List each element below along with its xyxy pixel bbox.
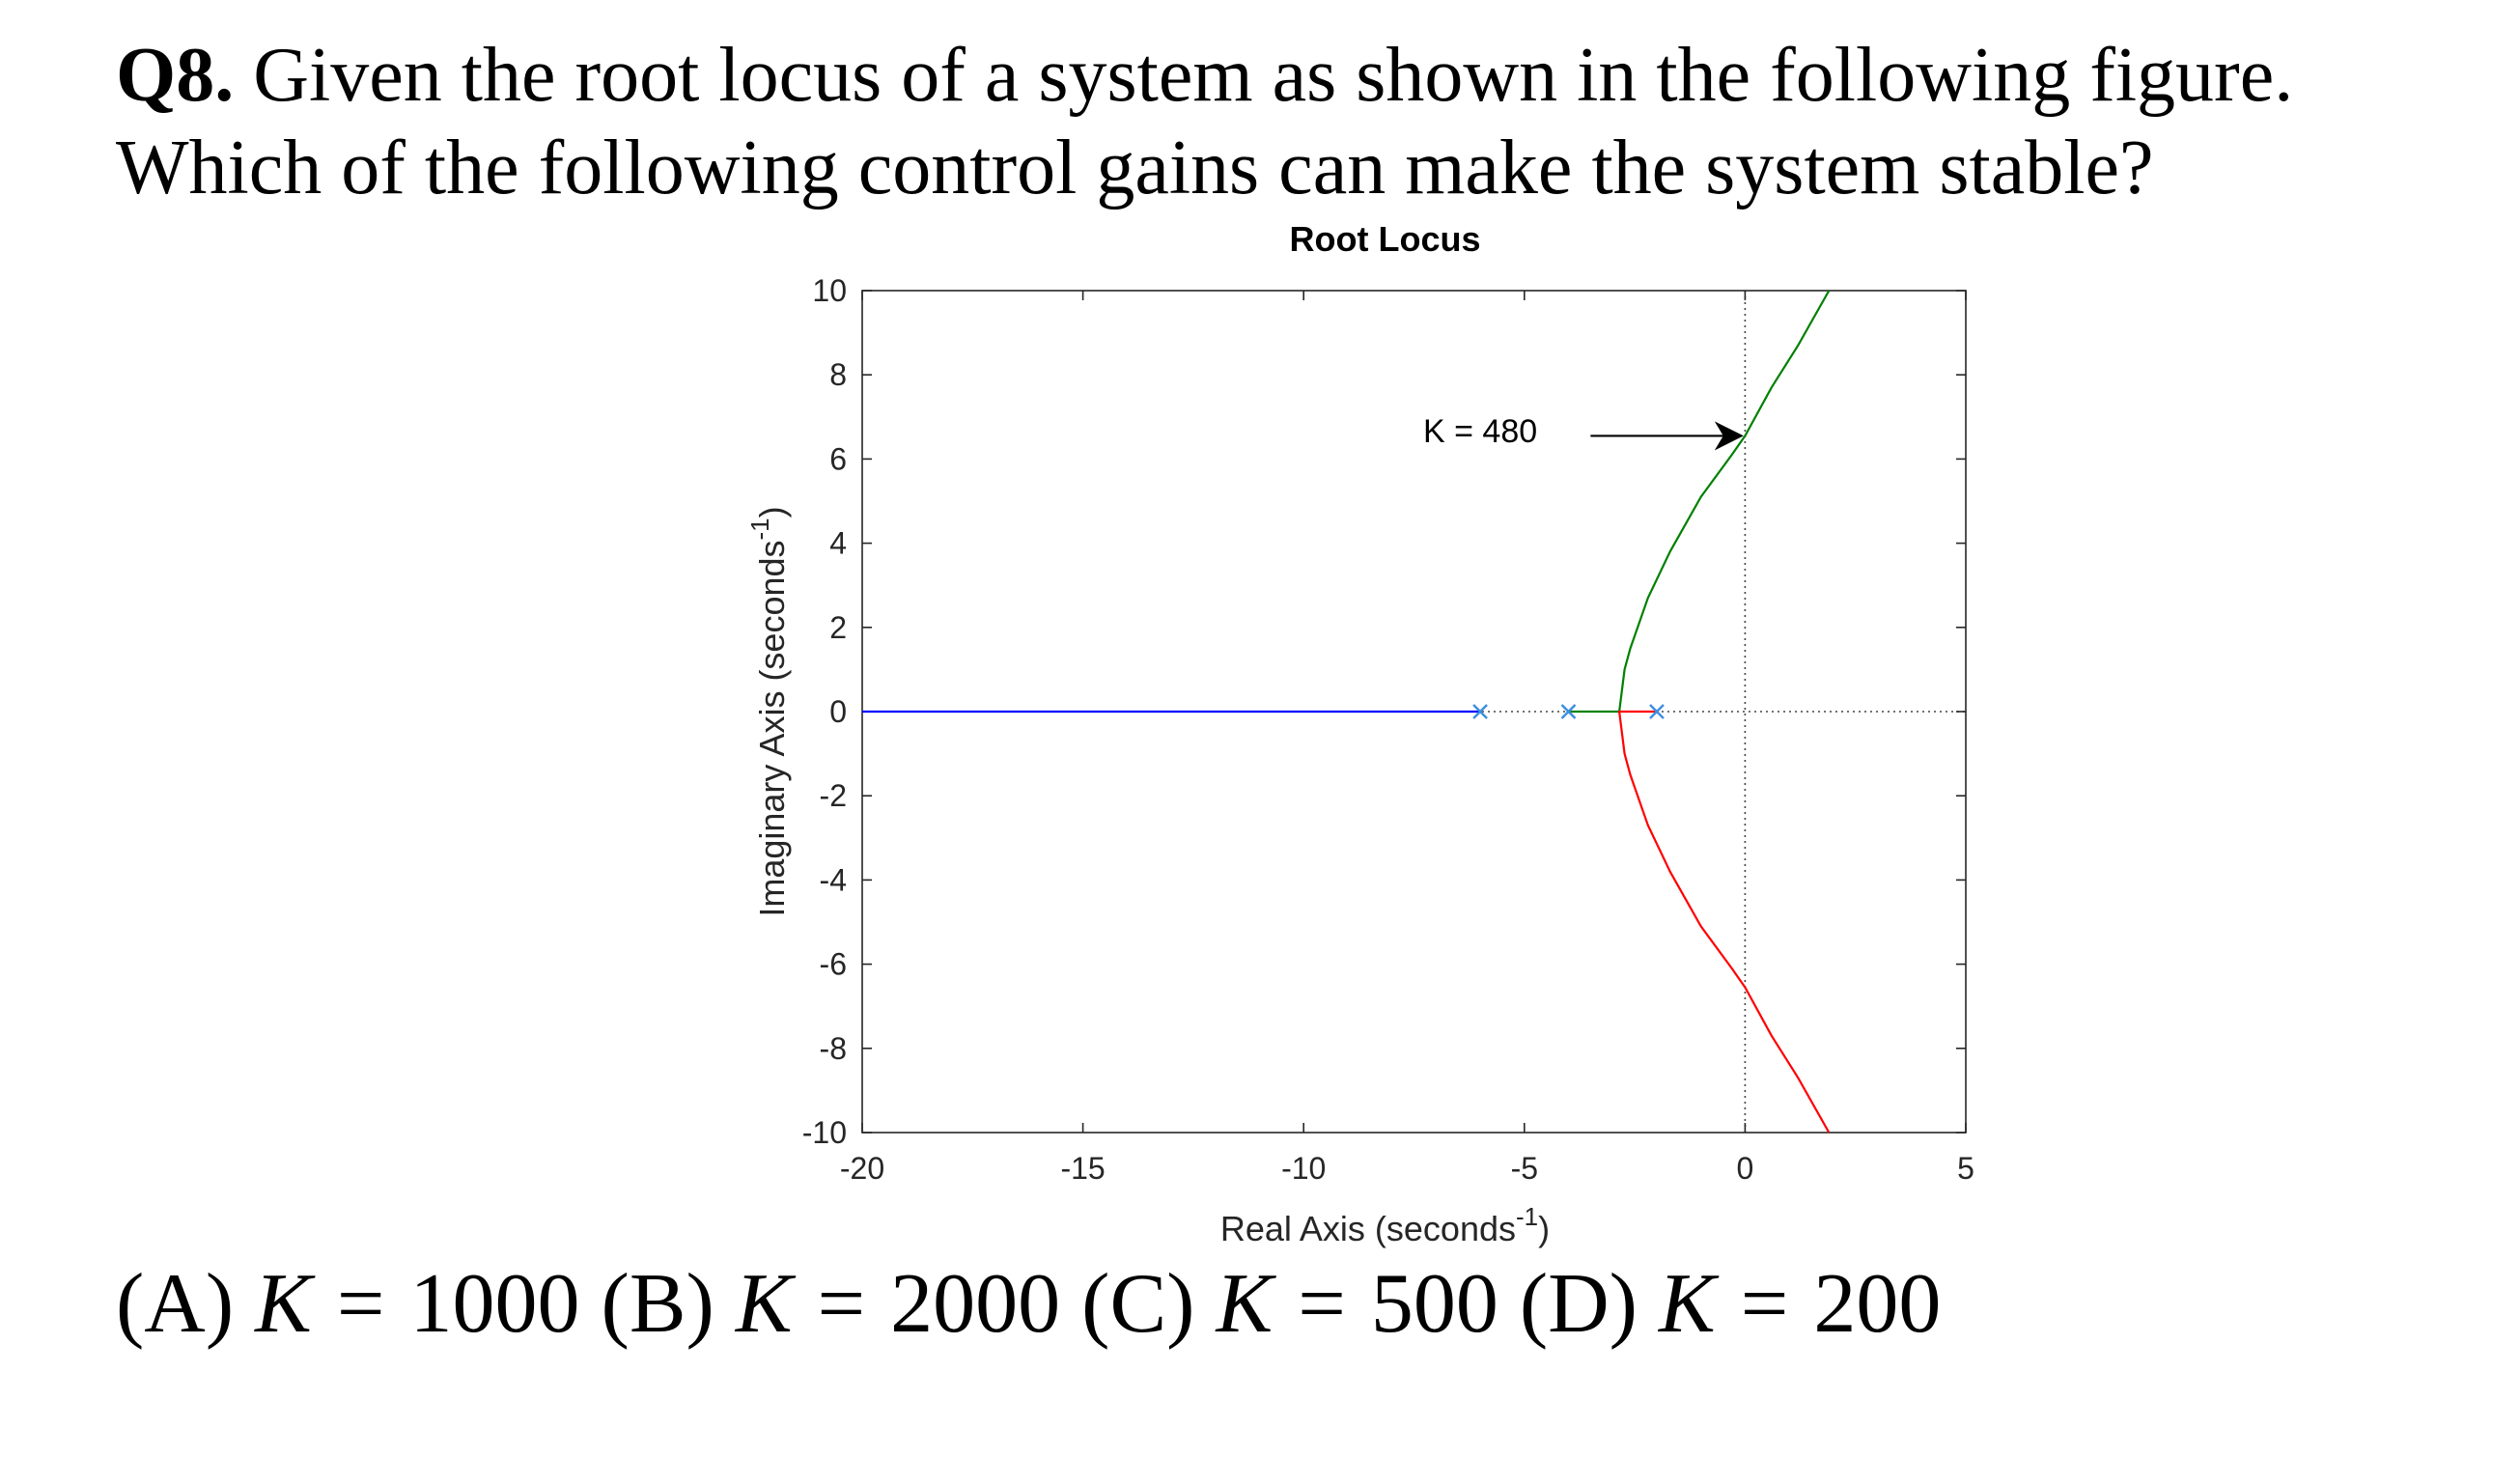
y-tick-label: -4 [820,862,847,897]
y-tick-label: 0 [829,694,847,729]
x-axis-label: Real Axis (seconds-1) [1220,1202,1550,1248]
x-tick-label: 0 [1737,1151,1754,1186]
answer-option: (B) K = 2000 [602,1257,1061,1351]
question-line-1-text: Given the root locus of a system as show… [253,33,2294,118]
answer-option: (A) K = 1000 [116,1257,580,1351]
question-line-1: Q8. Given the root locus of a system as … [116,29,2472,122]
pole-marker-stroke [1649,704,1665,719]
locus-branch-green [1568,290,1831,714]
x-tick-label: -10 [1281,1151,1326,1186]
pole-marker [1472,704,1488,719]
x-tick-label: -15 [1060,1151,1105,1186]
question-text: Q8. Given the root locus of a system as … [116,29,2472,214]
answer-equals: = [817,1257,866,1351]
answer-label: (D) [1519,1257,1638,1351]
answer-value: 2000 [890,1257,1061,1351]
x-tick-label: 5 [1957,1151,1974,1186]
answer-value: 200 [1813,1257,1942,1351]
answer-label: (A) [116,1257,235,1351]
y-axis-label-superscript: -1 [745,518,774,540]
question-number: Q8. [116,33,235,118]
answer-label: (B) [601,1257,714,1351]
answer-label: (C) [1081,1257,1195,1351]
answer-equals: = [336,1257,385,1351]
y-tick-label: 6 [829,441,847,476]
y-tick-label: -8 [820,1031,847,1066]
answer-options: (A) K = 1000 (B) K = 2000 (C) K = 500 (D) K = 200 [116,1255,1962,1353]
x-tick-label: -5 [1511,1151,1538,1186]
answer-variable: K [735,1257,793,1351]
y-tick-label: 10 [812,273,847,308]
pole-marker [1649,704,1665,719]
answer-variable: K [1216,1257,1274,1351]
y-axis-label-close: ) [752,506,792,518]
y-tick-label: 8 [829,357,847,392]
pole-marker-stroke [1560,704,1577,719]
answer-option: (D) K = 200 [1520,1257,1942,1351]
answer-equals: = [1740,1257,1789,1351]
pole-marker [1560,704,1577,719]
pole-marker-stroke [1472,704,1488,719]
x-axis-label-close: ) [1538,1209,1550,1248]
answer-equals: = [1298,1257,1346,1351]
x-tick-label: -20 [840,1151,884,1186]
locus-branch-red [1617,710,1831,1134]
y-tick-label: 2 [829,610,847,645]
answer-value: 1000 [409,1257,580,1351]
answer-variable: K [1659,1257,1716,1351]
y-tick-label: -6 [820,947,847,982]
question-line-2: Which of the following control gains can… [116,126,2154,210]
x-axis-label-text: Real Axis (seconds [1220,1209,1516,1248]
y-tick-label: -2 [820,778,847,813]
y-tick-label: -10 [802,1115,847,1150]
x-axis-label-superscript: -1 [1516,1202,1538,1231]
annotation-text: K = 480 [1423,413,1537,450]
y-tick-label: 4 [829,526,847,561]
chart-title: Root Locus [1290,219,1481,259]
answer-variable: K [255,1257,312,1351]
y-axis-label-text: Imaginary Axis (seconds [752,540,792,916]
answer-value: 500 [1370,1257,1498,1351]
y-axis-label: Imaginary Axis (seconds-1) [745,506,792,916]
answer-option: (C) K = 500 [1081,1257,1498,1351]
